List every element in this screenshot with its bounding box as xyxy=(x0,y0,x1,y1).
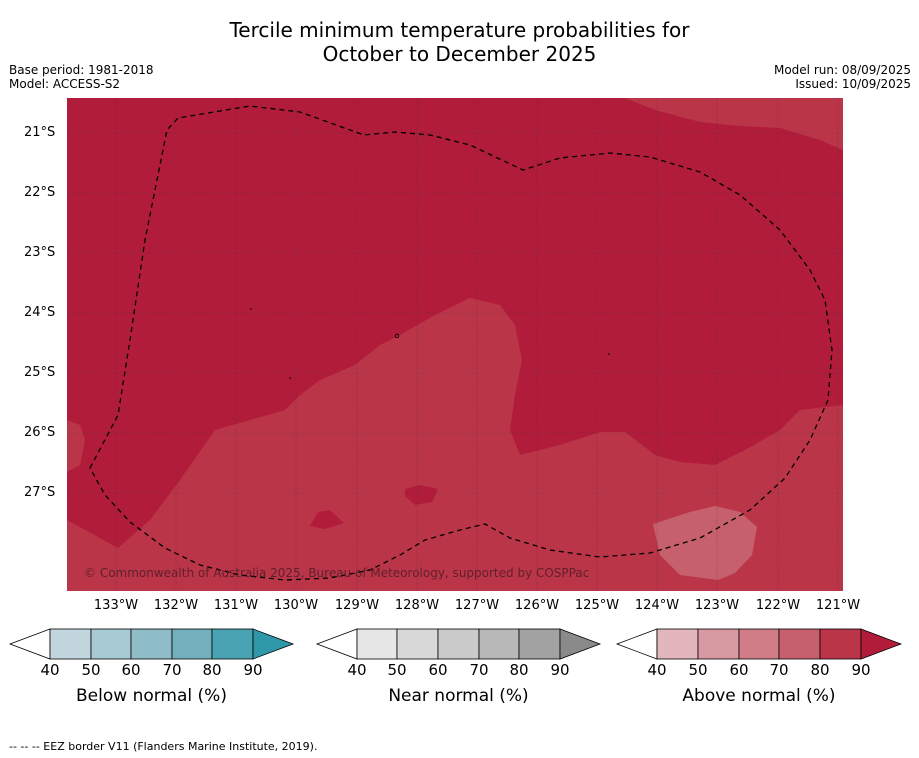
copyright-notice: © Commonwealth of Australia 2025, Bureau… xyxy=(84,566,589,580)
colorbar-below-normal xyxy=(8,628,295,660)
island-3 xyxy=(289,377,291,379)
colorbar-above-bin-5 xyxy=(819,628,862,660)
cb-below-tick-70: 70 xyxy=(162,661,182,679)
lon-tick-121w: 121°W xyxy=(815,598,861,613)
cb-near-tick-50: 50 xyxy=(387,661,407,679)
colorbar-above-bin-2 xyxy=(697,628,740,660)
graticule xyxy=(67,98,843,591)
cb-near-tick-80: 80 xyxy=(509,661,529,679)
cb-above-tick-90: 90 xyxy=(851,661,871,679)
lon-tick-129w: 129°W xyxy=(334,598,380,613)
lon-tick-131w: 131°W xyxy=(213,598,259,613)
above-normal-low-patch xyxy=(653,506,757,580)
lon-tick-122w: 122°W xyxy=(755,598,801,613)
colorbar-near-bin-2 xyxy=(396,628,439,660)
lat-tick-26s: 26°S xyxy=(24,425,56,440)
lon-tick-124w: 124°W xyxy=(634,598,680,613)
meta-right: Model run: 08/09/2025 Issued: 10/09/2025 xyxy=(774,63,911,91)
cb-above-tick-70: 70 xyxy=(769,661,789,679)
island-2 xyxy=(250,308,252,310)
lat-tick-22s: 22°S xyxy=(24,185,56,200)
lat-tick-27s: 27°S xyxy=(24,485,56,500)
eez-border xyxy=(89,105,833,581)
lat-tick-25s: 25°S xyxy=(24,365,56,380)
lat-tick-24s: 24°S xyxy=(24,305,56,320)
cb-near-tick-90: 90 xyxy=(550,661,570,679)
title-line-1: Tercile minimum temperature probabilitie… xyxy=(229,18,690,42)
lon-tick-127w: 127°W xyxy=(454,598,500,613)
cb-above-tick-40: 40 xyxy=(647,661,667,679)
cb-below-tick-90: 90 xyxy=(243,661,263,679)
meta-left: Base period: 1981-2018 Model: ACCESS-S2 xyxy=(9,63,154,91)
lon-tick-123w: 123°W xyxy=(694,598,740,613)
colorbar-above-bin-3 xyxy=(738,628,780,660)
map-panel xyxy=(67,98,843,591)
cb-near-tick-60: 60 xyxy=(428,661,448,679)
lon-tick-132w: 132°W xyxy=(153,598,199,613)
colorbar-below-bin-4 xyxy=(171,628,213,660)
colorbar-above-bin-4 xyxy=(778,628,821,660)
colorbar-above-high-extend xyxy=(860,628,903,660)
colorbar-below-bin-1 xyxy=(49,628,92,660)
title-line-2: October to December 2025 xyxy=(322,42,597,66)
island-4 xyxy=(608,353,610,355)
island-1 xyxy=(394,333,400,339)
cb-below-tick-80: 80 xyxy=(202,661,222,679)
above-normal-high-patch-1 xyxy=(310,510,344,529)
colorbar-near-high-extend xyxy=(559,628,602,660)
cb-near-tick-40: 40 xyxy=(347,661,367,679)
lon-tick-130w: 130°W xyxy=(273,598,319,613)
lon-tick-126w: 126°W xyxy=(514,598,560,613)
above-normal-high-patch-2 xyxy=(405,485,438,505)
cb-above-tick-60: 60 xyxy=(729,661,749,679)
cb-above-tick-50: 50 xyxy=(688,661,708,679)
cb-above-tick-80: 80 xyxy=(810,661,830,679)
cb-below-label: Below normal (%) xyxy=(76,686,227,706)
cb-near-label: Near normal (%) xyxy=(388,686,529,706)
colorbar-near-bin-4 xyxy=(478,628,520,660)
lon-tick-133w: 133°W xyxy=(93,598,139,613)
colorbar-near-normal xyxy=(315,628,602,660)
lon-tick-128w: 128°W xyxy=(394,598,440,613)
colorbar-below-bin-3 xyxy=(130,628,173,660)
colorbar-near-bin-3 xyxy=(437,628,480,660)
cb-above-label: Above normal (%) xyxy=(682,686,836,706)
base-period: Base period: 1981-2018 xyxy=(9,63,154,77)
colorbar-below-high-extend xyxy=(252,628,295,660)
colorbar-above-low-extend xyxy=(615,628,658,660)
colorbar-near-bin-1 xyxy=(356,628,398,660)
model-name: Model: ACCESS-S2 xyxy=(9,77,121,91)
lon-tick-125w: 125°W xyxy=(574,598,620,613)
colorbar-below-bin-5 xyxy=(211,628,254,660)
lat-tick-21s: 21°S xyxy=(24,125,56,140)
lat-tick-23s: 23°S xyxy=(24,245,56,260)
colorbar-near-bin-5 xyxy=(518,628,561,660)
colorbar-above-normal xyxy=(615,628,903,660)
issued-date: Issued: 10/09/2025 xyxy=(795,77,911,91)
above-normal-mid-area-south xyxy=(67,298,843,591)
cb-below-tick-50: 50 xyxy=(81,661,101,679)
colorbar-below-low-extend xyxy=(8,628,51,660)
model-run: Model run: 08/09/2025 xyxy=(773,63,911,77)
map-title: Tercile minimum temperature probabilitie… xyxy=(0,18,919,66)
footnote-eez: -- -- -- EEZ border V11 (Flanders Marine… xyxy=(9,740,318,753)
colorbar-above-bin-1 xyxy=(656,628,699,660)
cb-below-tick-40: 40 xyxy=(40,661,60,679)
cb-below-tick-60: 60 xyxy=(121,661,141,679)
above-normal-mid-area-northeast xyxy=(625,98,843,150)
colorbar-below-bin-2 xyxy=(90,628,132,660)
colorbar-near-low-extend xyxy=(315,628,358,660)
cb-near-tick-70: 70 xyxy=(469,661,489,679)
